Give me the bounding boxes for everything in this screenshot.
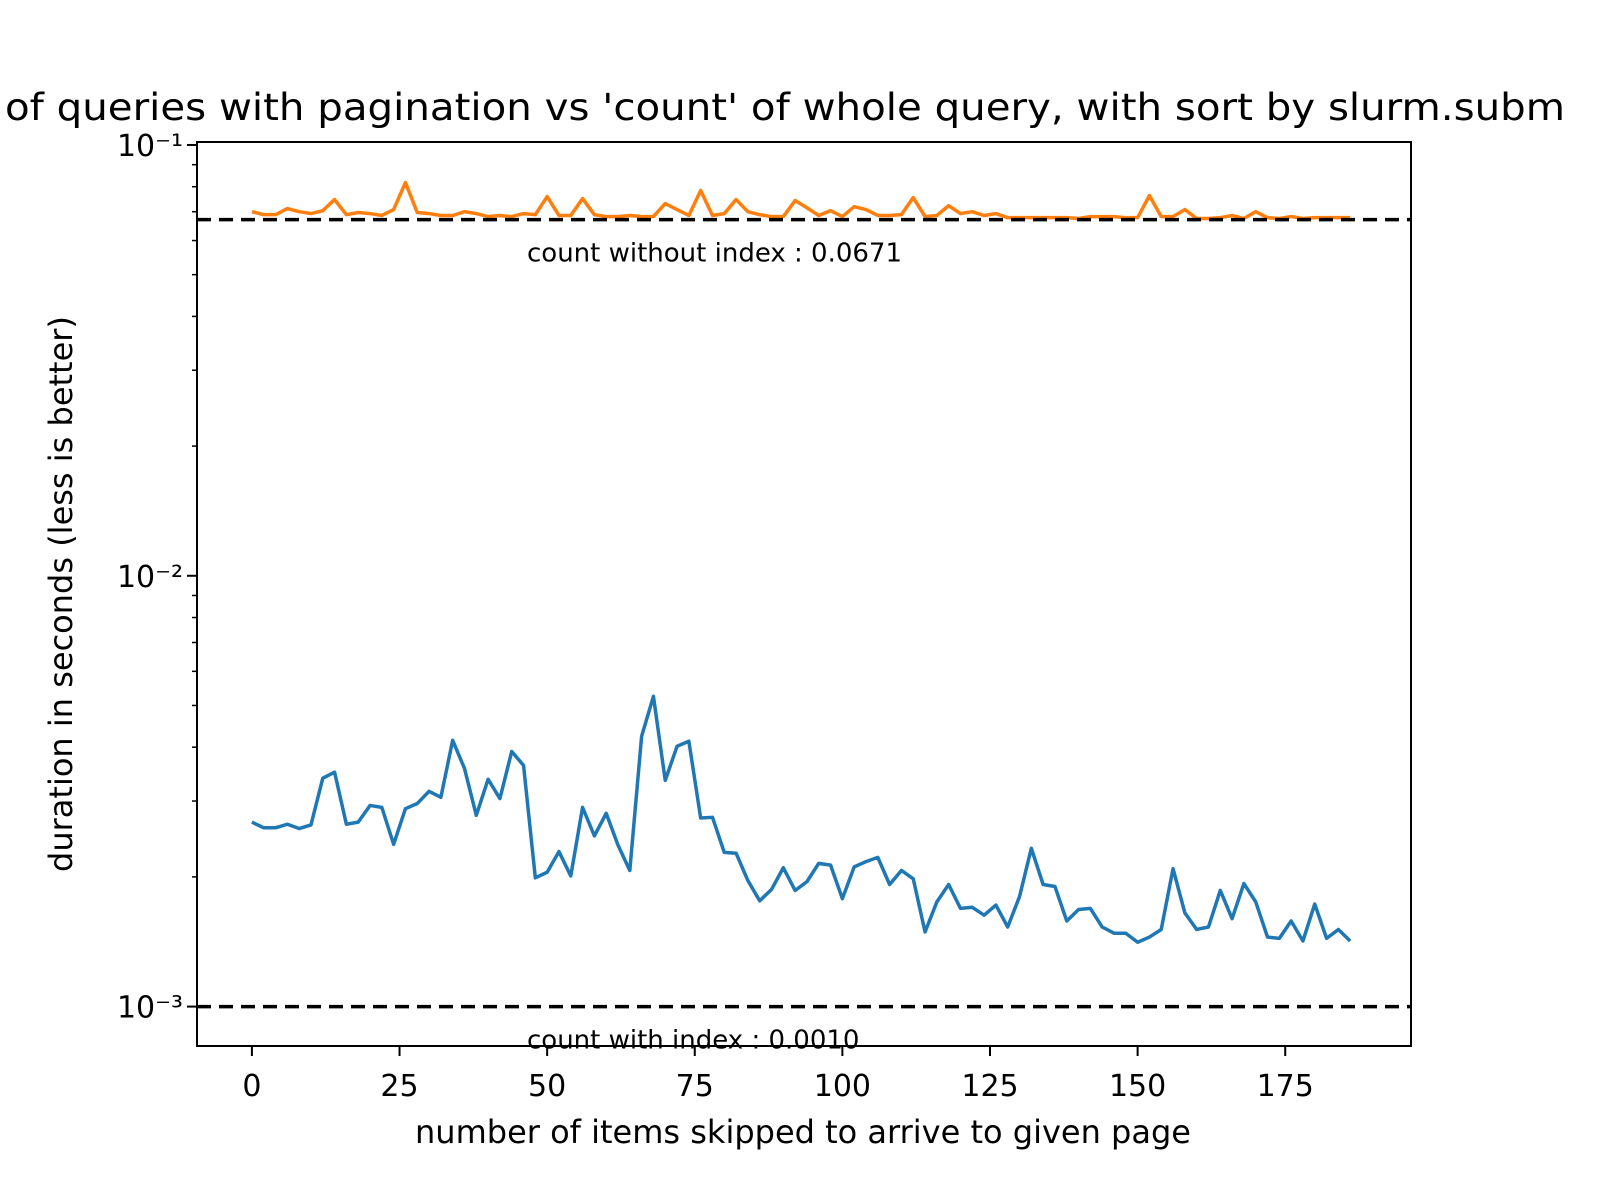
x-tick-label: 150 <box>1109 1069 1166 1104</box>
x-tick-label: 175 <box>1257 1069 1314 1104</box>
y-tick-label: 10⁻¹ <box>117 129 183 164</box>
x-tick-label: 0 <box>242 1069 261 1104</box>
chart-title: of queries with pagination vs 'count' of… <box>5 86 1565 129</box>
data-line <box>251 180 1351 221</box>
x-tick-label: 125 <box>961 1069 1018 1104</box>
x-tick-label: 50 <box>528 1069 566 1104</box>
y-tick-label: 10⁻² <box>117 560 183 595</box>
plot-frame <box>196 141 1412 1047</box>
reference-label: count without index : 0.0671 <box>527 239 902 269</box>
x-tick-label: 75 <box>676 1069 714 1104</box>
y-axis-label: duration in seconds (less is better) <box>42 316 80 872</box>
x-tick-label: 25 <box>380 1069 418 1104</box>
x-tick-label: 100 <box>814 1069 871 1104</box>
x-axis-label: number of items skipped to arrive to giv… <box>415 1113 1191 1151</box>
reference-label: count with index : 0.0010 <box>527 1026 859 1056</box>
data-line <box>251 694 1352 945</box>
y-tick-label: 10⁻³ <box>117 991 183 1026</box>
